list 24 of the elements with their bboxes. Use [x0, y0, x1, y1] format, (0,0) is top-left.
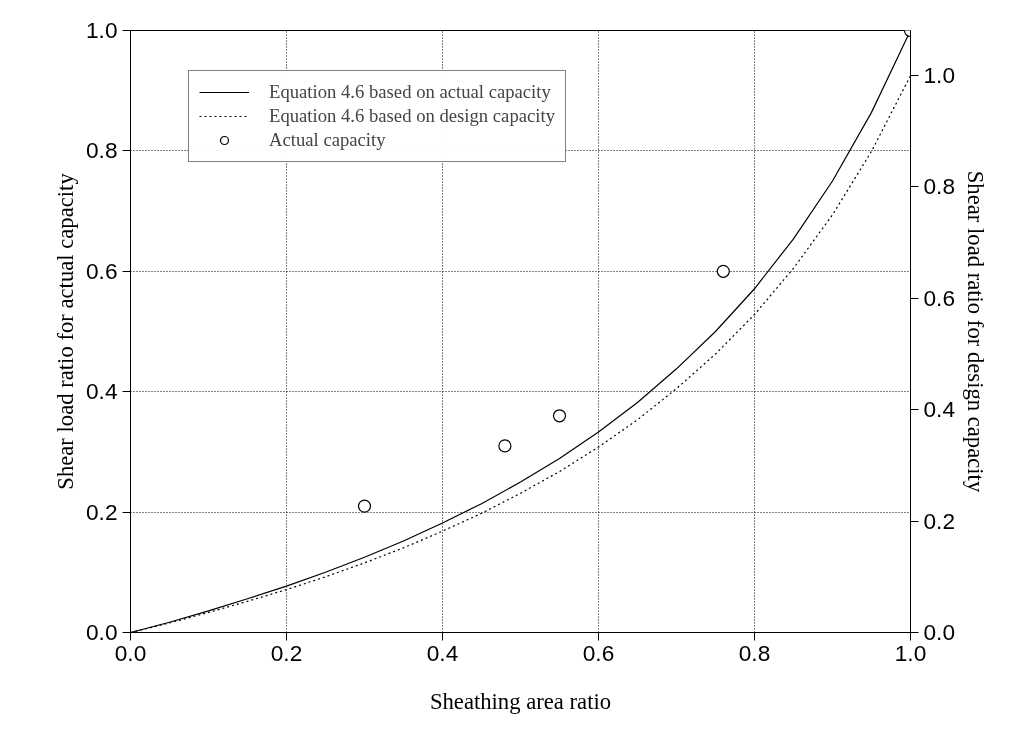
point	[498, 439, 512, 453]
y-tick-label: 0.8	[86, 137, 118, 164]
legend-label: Actual capacity	[269, 129, 386, 151]
legend-label: Equation 4.6 based on actual capacity	[269, 81, 551, 103]
legend-label: Equation 4.6 based on design capacity	[269, 105, 555, 127]
x-tick-label: 0.6	[582, 639, 615, 666]
y2-axis-title: Shear load ratio for design capacity	[963, 170, 988, 493]
y2-tick-label: 0.8	[923, 173, 955, 200]
y2-tick-label: 0.4	[923, 396, 955, 423]
point	[357, 499, 372, 513]
point	[716, 264, 730, 278]
y-tick-label: 1.0	[86, 17, 118, 43]
y2-tick-label: 1.0	[923, 62, 955, 89]
x-tick-label: 0.2	[270, 639, 303, 666]
y-axis-title: Shear load ratio for actual capacity	[53, 172, 78, 490]
x-tick-label: 0.4	[426, 639, 459, 666]
y-tick-label: 0.6	[86, 257, 118, 284]
y-tick-label: 0.4	[86, 378, 118, 405]
y2-tick-label: 0.2	[923, 507, 955, 534]
x-tick-label: 0.8	[738, 639, 771, 666]
y-tick-label: 0.2	[86, 498, 118, 525]
x-axis-title: Sheathing area ratio	[429, 688, 612, 714]
y2-tick-label: 0.6	[923, 284, 955, 311]
point	[552, 409, 567, 423]
